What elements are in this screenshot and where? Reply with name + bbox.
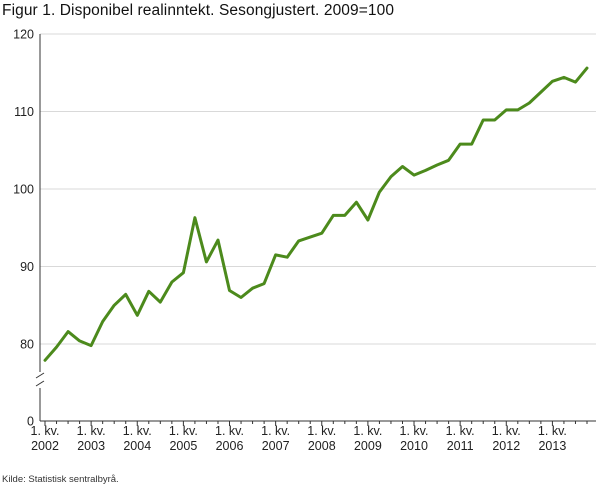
- y-tick-label-80: 80: [20, 338, 34, 352]
- x-tick-label-year-2004: 2004: [123, 439, 151, 453]
- y-tick-label-90: 90: [20, 260, 34, 274]
- data-point: [159, 301, 162, 304]
- data-point: [274, 253, 277, 256]
- series-group: [43, 66, 589, 362]
- data-point: [193, 216, 196, 219]
- series-line-0: [43, 66, 589, 362]
- x-tick-label-quarter-2002: 1. kv.: [31, 424, 60, 438]
- x-tick-label-quarter-2004: 1. kv.: [123, 424, 152, 438]
- x-tick-label-year-2009: 2009: [354, 439, 382, 453]
- data-point: [389, 175, 392, 178]
- data-point: [562, 76, 565, 79]
- data-point: [101, 320, 104, 323]
- source-note: Kilde: Statistisk sentralbyrå.: [2, 474, 119, 485]
- data-point: [505, 108, 508, 111]
- data-point: [147, 290, 150, 293]
- data-point: [136, 314, 139, 317]
- y-axis: 0 80 90 100 110 120: [13, 28, 45, 429]
- x-tick-label-year-2012: 2012: [492, 439, 520, 453]
- data-point: [424, 169, 427, 172]
- data-point: [332, 214, 335, 217]
- data-point: [574, 81, 577, 84]
- x-tick-label-year-2007: 2007: [262, 439, 290, 453]
- x-tick-label-year-2006: 2006: [216, 439, 244, 453]
- data-point: [320, 232, 323, 235]
- data-point: [170, 281, 173, 284]
- data-point: [78, 339, 81, 342]
- data-point: [528, 101, 531, 104]
- y-tick-label-0: 0: [27, 415, 34, 429]
- data-point: [286, 256, 289, 259]
- x-tick-label-quarter-2011: 1. kv.: [446, 424, 475, 438]
- data-point: [124, 293, 127, 296]
- chart-title: Figur 1. Disponibel realinntekt. Sesongj…: [2, 2, 395, 19]
- data-point: [251, 287, 254, 290]
- data-point: [355, 201, 358, 204]
- data-point: [586, 67, 589, 70]
- data-point: [205, 260, 208, 263]
- data-point: [516, 108, 519, 111]
- data-point: [240, 296, 243, 299]
- data-point: [539, 91, 542, 94]
- data-point: [378, 191, 381, 194]
- data-point: [343, 214, 346, 217]
- x-tick-label-quarter-2009: 1. kv.: [353, 424, 382, 438]
- data-point: [263, 282, 266, 285]
- x-tick-label-quarter-2010: 1. kv.: [400, 424, 429, 438]
- x-tick-label-year-2008: 2008: [308, 439, 336, 453]
- x-tick-label-quarter-2008: 1. kv.: [307, 424, 336, 438]
- x-tick-label-quarter-2003: 1. kv.: [77, 424, 106, 438]
- data-point: [44, 359, 47, 362]
- data-point: [297, 239, 300, 242]
- data-point: [447, 159, 450, 162]
- data-point: [309, 236, 312, 239]
- data-point: [90, 344, 93, 347]
- data-point: [401, 165, 404, 168]
- y-tick-label-110: 110: [14, 105, 34, 119]
- data-point: [482, 119, 485, 122]
- data-point: [459, 143, 462, 146]
- data-point: [216, 239, 219, 242]
- data-point: [55, 346, 58, 349]
- data-point: [228, 289, 231, 292]
- data-point: [493, 119, 496, 122]
- axis-break-mark-2: [35, 380, 45, 387]
- x-tick-label-year-2002: 2002: [31, 439, 59, 453]
- x-tick-label-year-2010: 2010: [400, 439, 428, 453]
- x-tick-label-quarter-2006: 1. kv.: [215, 424, 244, 438]
- x-tick-label-year-2013: 2013: [538, 439, 566, 453]
- data-point: [67, 330, 70, 333]
- y-tick-label-120: 120: [13, 28, 34, 42]
- y-tick-label-100: 100: [13, 183, 34, 197]
- data-point: [182, 271, 185, 274]
- x-tick-label-quarter-2005: 1. kv.: [169, 424, 198, 438]
- x-tick-label-year-2011: 2011: [447, 439, 474, 453]
- x-tick-label-year-2005: 2005: [169, 439, 197, 453]
- x-tick-label-quarter-2012: 1. kv.: [492, 424, 521, 438]
- data-point: [366, 219, 369, 222]
- axis-break-mark-1: [35, 372, 45, 379]
- data-point: [113, 304, 116, 307]
- x-tick-label-quarter-2007: 1. kv.: [261, 424, 290, 438]
- data-point: [413, 174, 416, 177]
- data-point: [436, 163, 439, 166]
- data-point: [551, 80, 554, 83]
- x-tick-label-year-2003: 2003: [77, 439, 105, 453]
- data-point: [470, 143, 473, 146]
- x-tick-label-quarter-2013: 1. kv.: [538, 424, 567, 438]
